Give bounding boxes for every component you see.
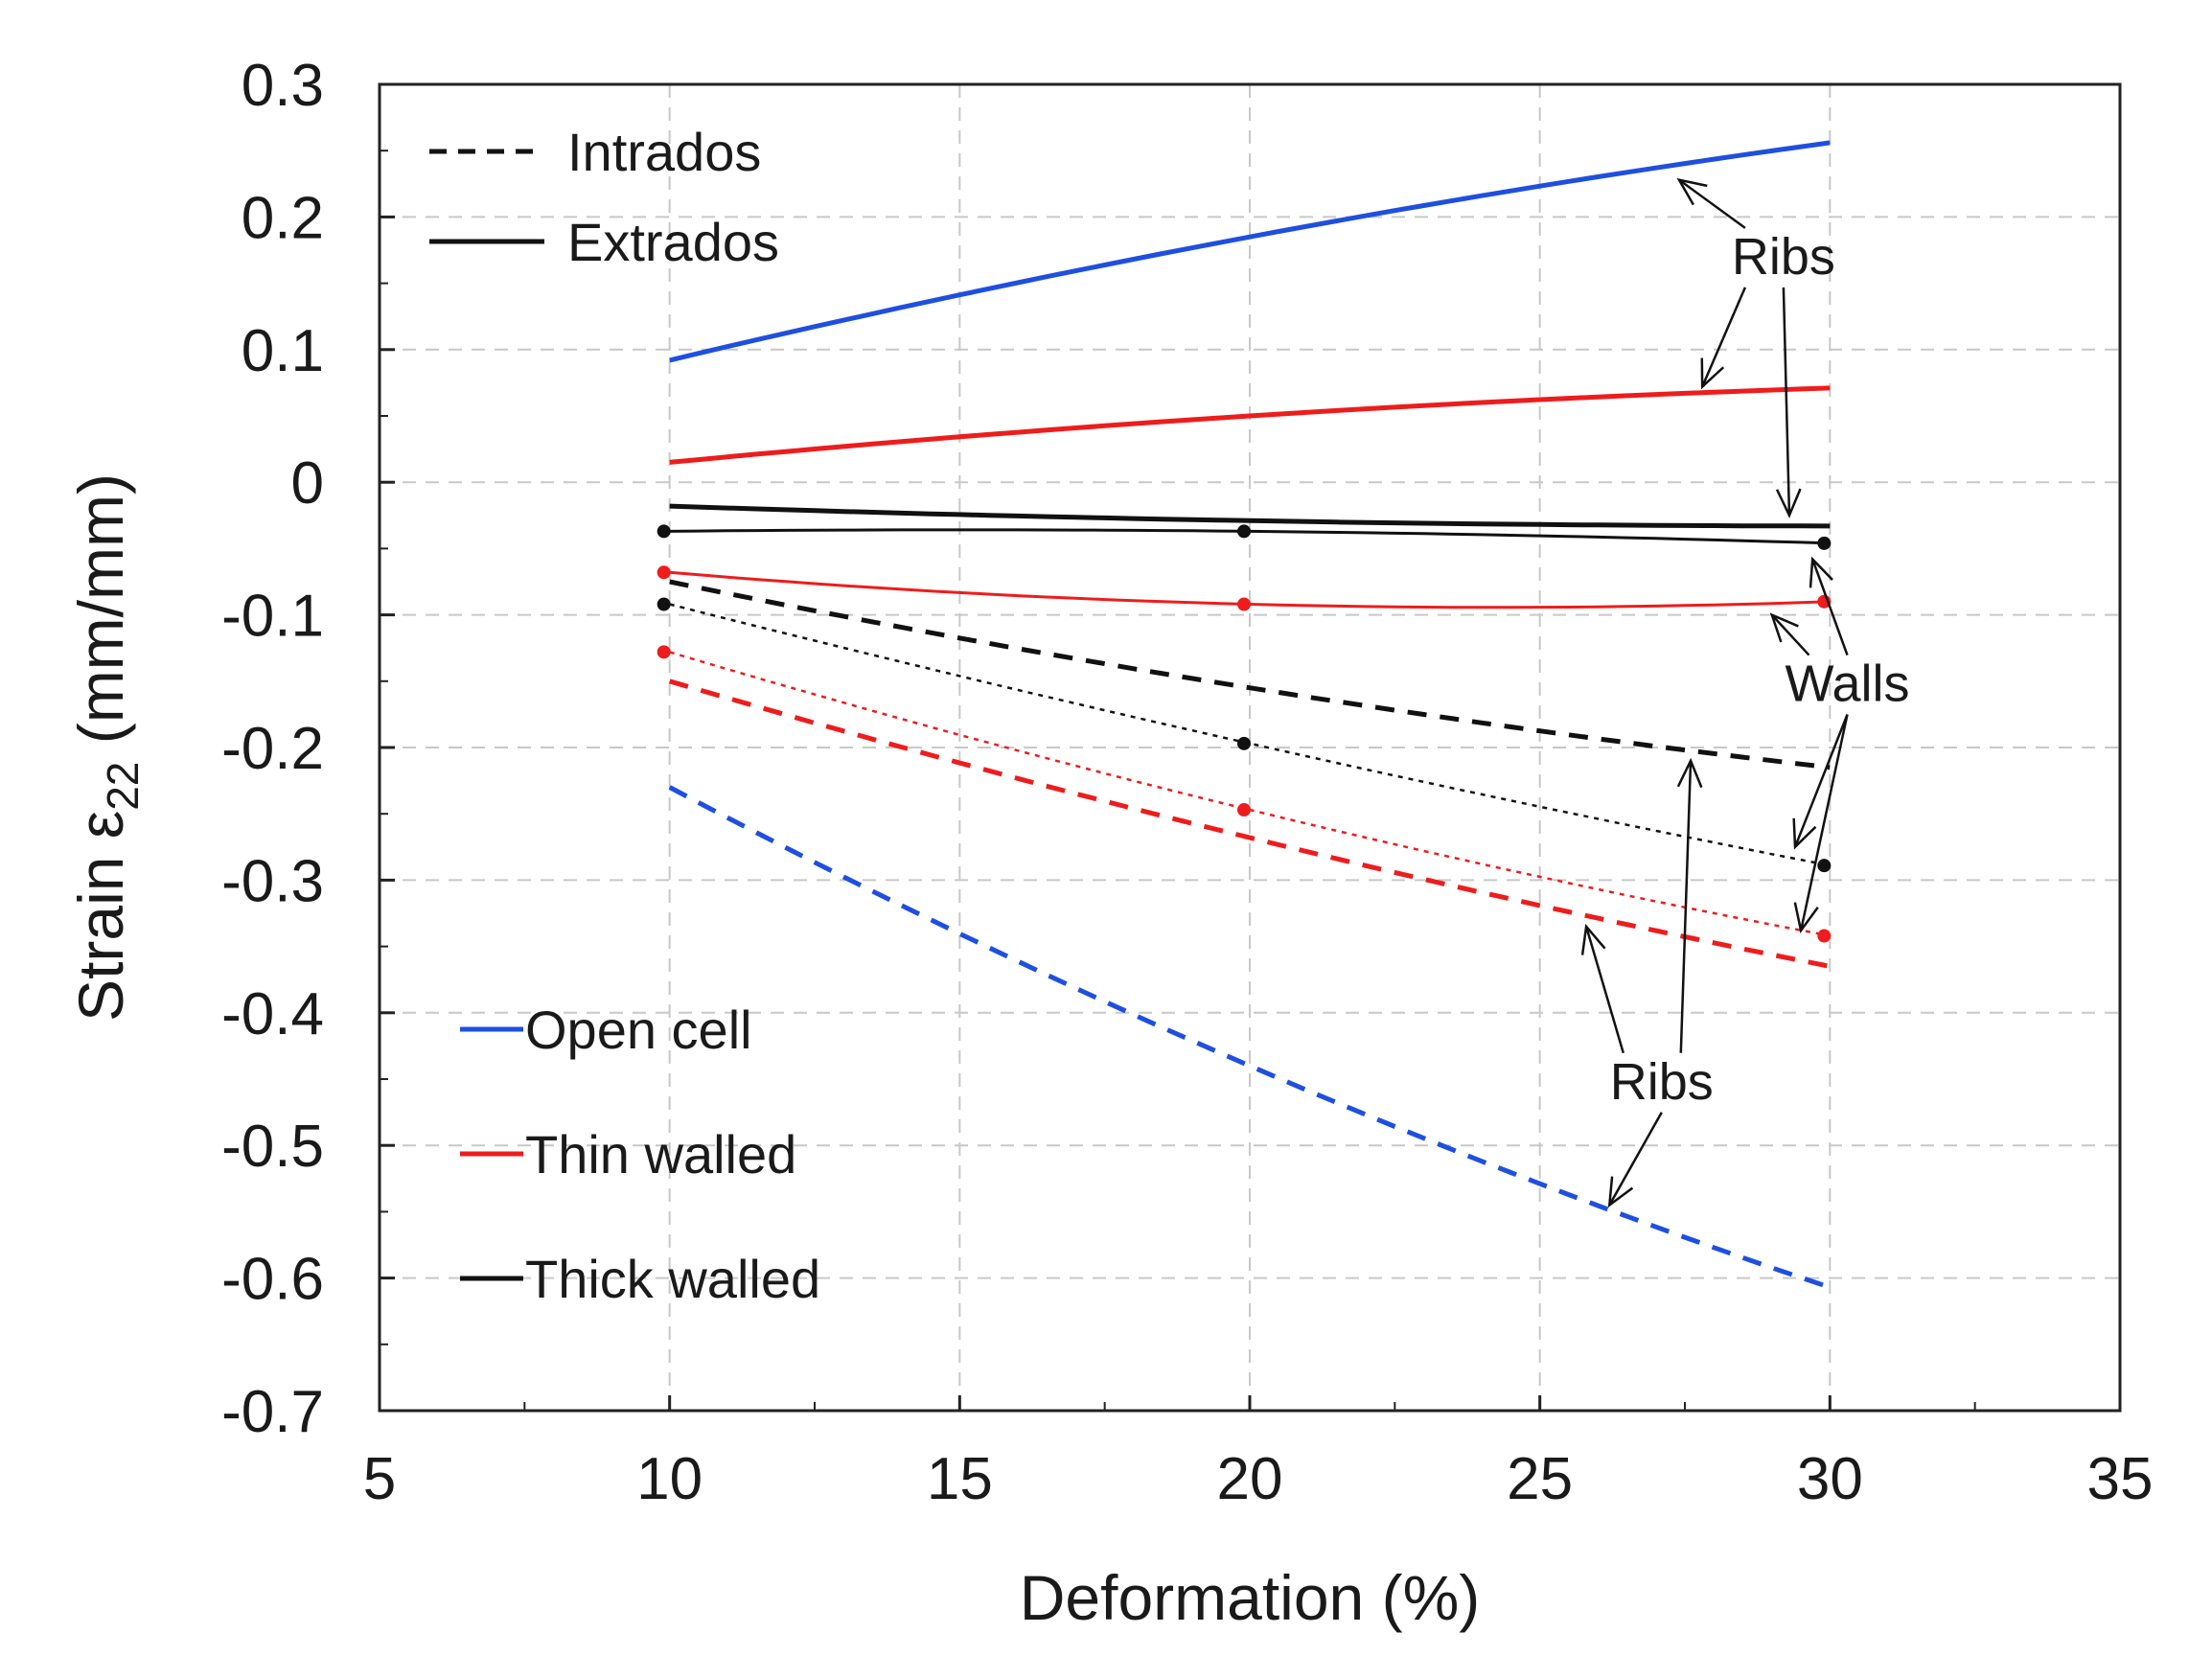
x-tick-label: 10 xyxy=(636,1446,703,1512)
data-point-marker xyxy=(657,565,671,580)
annotation-arrow-line xyxy=(1678,178,1746,229)
y-tick-label: -0.3 xyxy=(221,848,324,914)
data-point-marker xyxy=(657,597,671,611)
series-line-5 xyxy=(669,579,1831,770)
data-point-marker xyxy=(1237,803,1251,817)
annotation-arrow-line xyxy=(1608,1112,1663,1207)
y-tick-label: -0.6 xyxy=(221,1247,324,1313)
annotation-arrowhead xyxy=(1580,923,1606,955)
annotation-arrowhead xyxy=(1792,817,1817,850)
grid-lines xyxy=(380,84,2120,1411)
annotation-arrowhead xyxy=(1809,556,1833,588)
annotation-arrow-line xyxy=(1679,760,1693,1053)
annotation-arrowhead xyxy=(1775,488,1802,518)
y-tick-label: -0.2 xyxy=(221,716,324,782)
series-line-8 xyxy=(668,678,1831,969)
annotation-arrowhead xyxy=(1607,1176,1634,1208)
data-point-marker xyxy=(1237,524,1251,539)
annotation-arrowhead xyxy=(1676,177,1708,206)
y-tick-label: -0.5 xyxy=(221,1114,324,1180)
y-tick-label: 0.3 xyxy=(242,53,324,119)
legend-style-label: Intrados xyxy=(567,122,761,182)
legend-material-label: Thick walled xyxy=(525,1249,820,1309)
x-tick-label: 30 xyxy=(1797,1446,1863,1512)
y-tick-label: -0.7 xyxy=(221,1379,324,1445)
legend-style-label: Extrados xyxy=(567,212,779,272)
annotation-arrowhead xyxy=(1676,757,1703,789)
y-tick-label: 0.1 xyxy=(242,318,324,384)
y-axis-title-subscript: 22 xyxy=(98,762,148,811)
axis-ticks: 5 10 15 20 25 30 35 0.3 0.2 0.1 0 -0.1 -0.2 -0.3 -0.4 -… xyxy=(221,53,2153,1512)
x-tick-label: 25 xyxy=(1507,1446,1573,1512)
data-point-marker xyxy=(657,645,671,659)
annotation-arrow-line xyxy=(1770,613,1810,656)
data-point-marker xyxy=(1817,859,1832,873)
annotation-arrow-line xyxy=(1799,714,1849,932)
x-tick-label: 20 xyxy=(1217,1446,1283,1512)
data-point-marker xyxy=(1817,536,1832,550)
series-line-0 xyxy=(669,140,1831,363)
y-tick-label: 0 xyxy=(291,450,324,517)
legend-material-label: Thin walled xyxy=(525,1124,796,1184)
y-tick-label: -0.1 xyxy=(221,584,324,650)
series-line-1 xyxy=(669,385,1831,465)
annotation-arrow-line xyxy=(1782,287,1791,516)
annotation-arrow-line xyxy=(1584,926,1624,1054)
annotation-label: Walls xyxy=(1785,656,1909,713)
data-point-marker xyxy=(657,524,671,539)
legend-material-label: Open cell xyxy=(525,1000,752,1060)
annotation-label: Ribs xyxy=(1732,228,1835,286)
annotation-arrowhead xyxy=(1793,902,1819,933)
legend: Intrados Extrados Open cell Thin walled Thic… xyxy=(429,122,820,1309)
series-line-6 xyxy=(669,603,1831,867)
annotation-arrow-line xyxy=(1793,714,1849,848)
data-point-marker xyxy=(1237,597,1251,611)
y-axis-title-prefix: Strain ε xyxy=(65,811,136,1022)
annotation-arrow-line xyxy=(1810,559,1849,656)
series-line-2 xyxy=(669,503,1831,529)
data-point-marker xyxy=(1237,736,1251,750)
y-tick-label: 0.2 xyxy=(242,185,324,251)
annotation-label: Ribs xyxy=(1610,1053,1714,1111)
annotation-arrow-line xyxy=(1701,287,1747,388)
data-point-marker xyxy=(1817,929,1832,943)
series-lines xyxy=(668,140,1832,1290)
annotations: Ribs Walls Ribs xyxy=(1580,177,1909,1208)
annotation-arrowhead xyxy=(1700,357,1725,390)
y-axis-title-suffix: (mm/mm) xyxy=(65,473,136,762)
x-tick-label: 5 xyxy=(363,1446,396,1512)
annotation-arrowhead xyxy=(1769,612,1799,643)
x-axis-title: Deformation (%) xyxy=(1020,1562,1480,1633)
y-axis-title: Strain ε22 (mm/mm) xyxy=(65,473,148,1022)
x-tick-label: 35 xyxy=(2087,1446,2154,1512)
series-line-9 xyxy=(668,785,1832,1290)
x-tick-label: 15 xyxy=(927,1446,993,1512)
y-tick-label: -0.4 xyxy=(221,981,324,1047)
